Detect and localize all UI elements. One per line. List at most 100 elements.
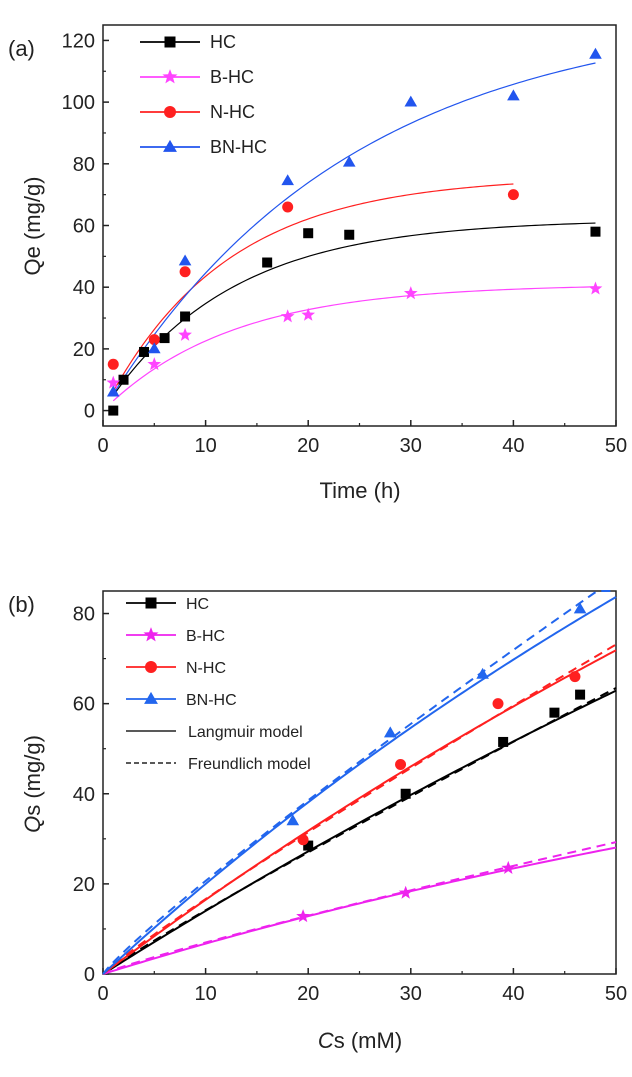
panel-a-fit-line-hc [112,222,596,396]
panel-b-y-axis-title-rest: s (mg/g) [20,735,45,816]
panel-a-point-n-hc [282,201,294,213]
panel-a-legend-label-b-hc: B-HC [210,67,254,87]
panel-a-point-b-hc [403,286,418,300]
panel-a-legend: HC B-HC N-HC BN-HC [140,32,267,157]
panel-a-point-bn-hc [148,342,161,354]
panel-b-point-b-hc [398,885,413,899]
panel-a-point-hc [303,228,314,239]
panel-b-y-tick-label: 0 [84,964,95,986]
panel-a-x-axis-title: Time (h) [319,478,400,503]
panel-a-legend-label-hc: HC [210,32,236,52]
panel-a-y-tick-label: 120 [62,30,95,52]
panel-b-x-axis-title: Cs (mM) [318,1028,402,1053]
panel-b-point-hc [303,840,314,851]
panel-b-point-hc [575,689,586,700]
panel-b-point-b-hc [296,909,310,923]
panel-b-legend-marker-hc [145,597,157,609]
chart-panel-a: (a) 0 10 20 30 40 50 0 20 40 60 80 100 120 HC B-HC N-H… [8,24,627,503]
panel-b-y-axis-title-italic: Q [20,816,45,833]
panel-b-langmuir-line-hc [102,689,617,975]
panel-a-legend-marker-hc [164,36,176,48]
panel-a-point-bn-hc [507,89,520,101]
panel-a-point-b-hc [106,375,121,389]
panel-a-x-tick-label: 30 [400,435,422,457]
panel-a-label: (a) [8,36,35,61]
panel-b-x-tick-label: 50 [605,983,627,1005]
panel-a-point-b-hc [301,307,316,321]
panel-b-x-axis-title-rest: s (mM) [334,1028,402,1053]
panel-a-legend-label-n-hc: N-HC [210,102,255,122]
panel-a-point-hc [262,257,273,268]
panel-a-point-hc [108,405,119,416]
panel-a-point-b-hc [147,357,162,371]
panel-b-x-tick-label: 0 [97,983,108,1005]
panel-a-x-tick-label: 0 [97,435,108,457]
panel-b-point-n-hc [395,758,407,770]
panel-b-y-tick-label: 40 [73,784,95,806]
panel-a-point-hc [159,333,170,344]
panel-b-point-b-hc [501,860,516,874]
panel-b-legend-marker-bn-hc [144,691,158,704]
panel-a-legend-marker-b-hc [162,69,178,84]
panel-a-y-axis-title: Qe (mg/g) [20,176,45,275]
panel-a-y-tick-label: 60 [73,216,95,238]
panel-b-point-hc [498,736,509,747]
panel-a-fit-line-n-hc [112,183,514,392]
panel-b-legend-label-bn-hc: BN-HC [186,692,237,709]
panel-a-x-tick-label: 20 [297,435,319,457]
panel-b-point-n-hc [297,834,309,846]
panel-b-legend-label-n-hc: N-HC [186,660,226,677]
panel-a-point-b-hc [588,281,603,295]
panel-a-y-tick-label: 80 [73,154,95,176]
panel-b-y-tick-label: 20 [73,874,95,896]
panel-b-langmuir-line-b-hc [102,846,617,975]
panel-a-point-b-hc [280,309,295,323]
panel-b-point-bn-hc [286,814,300,826]
panel-b-point-n-hc [569,671,581,683]
panel-a-point-n-hc [507,189,519,201]
panel-b-y-axis-title: Qs (mg/g) [20,735,45,833]
panel-b-point-bn-hc [383,726,397,738]
panel-b-legend-model-label-solid: Langmuir model [188,724,303,741]
panel-a-y-tick-label: 20 [73,339,95,361]
panel-a-x-tick-label: 40 [502,435,524,457]
panel-b-x-tick-label: 30 [400,983,422,1005]
panel-b-y-tick-label: 60 [73,694,95,716]
panel-a-point-bn-hc [404,95,418,107]
panel-b-y-tick-label: 80 [73,604,95,626]
panel-b-langmuir-line-bn-hc [102,596,617,975]
panel-a-point-hc [180,311,191,322]
panel-b-legend: HC B-HC N-HC BN-HC Langmuir model Freundlich … [126,596,311,773]
chart-panel-b: (b) 0 10 20 30 40 50 0 20 40 60 80 HC B-HC N-HC BN-HC… [8,590,627,1053]
panel-b-point-bn-hc [573,602,587,614]
panel-b-x-tick-label: 40 [502,983,524,1005]
panel-a-y-tick-label: 100 [62,92,95,114]
panel-a-x-tick-label: 50 [605,435,627,457]
panel-a-legend-label-bn-hc: BN-HC [210,137,267,157]
panel-b-legend-label-hc: HC [186,596,209,613]
panel-b-point-bn-hc [476,667,489,679]
panel-a-point-bn-hc [342,155,356,167]
panel-a-point-bn-hc [106,385,120,397]
panel-b-legend-marker-b-hc [143,627,159,642]
panel-a-point-n-hc [179,266,191,278]
panel-a-point-hc [590,226,601,237]
panel-b-freundlich-line-b-hc [102,841,617,975]
panel-a-point-bn-hc [178,254,192,266]
panel-a-fit-line-bn-hc [112,62,596,395]
panel-b-point-hc [549,707,560,718]
panel-b-freundlich-line-n-hc [102,643,617,975]
panel-a-legend-marker-n-hc [164,106,176,118]
panel-a-point-hc [344,229,355,240]
panel-b-x-tick-label: 10 [194,983,216,1005]
panel-b-label: (b) [8,592,35,617]
panel-b-freundlich-line-bn-hc [102,590,616,975]
panel-a-y-tick-label: 40 [73,277,95,299]
panel-a-point-b-hc [178,327,192,341]
panel-b-freundlich-line-hc [102,687,617,975]
panel-b-legend-label-b-hc: B-HC [186,628,225,645]
panel-a-legend-marker-bn-hc [163,139,177,152]
panel-a-y-tick-label: 0 [84,401,95,423]
panel-b-point-n-hc [492,698,504,710]
